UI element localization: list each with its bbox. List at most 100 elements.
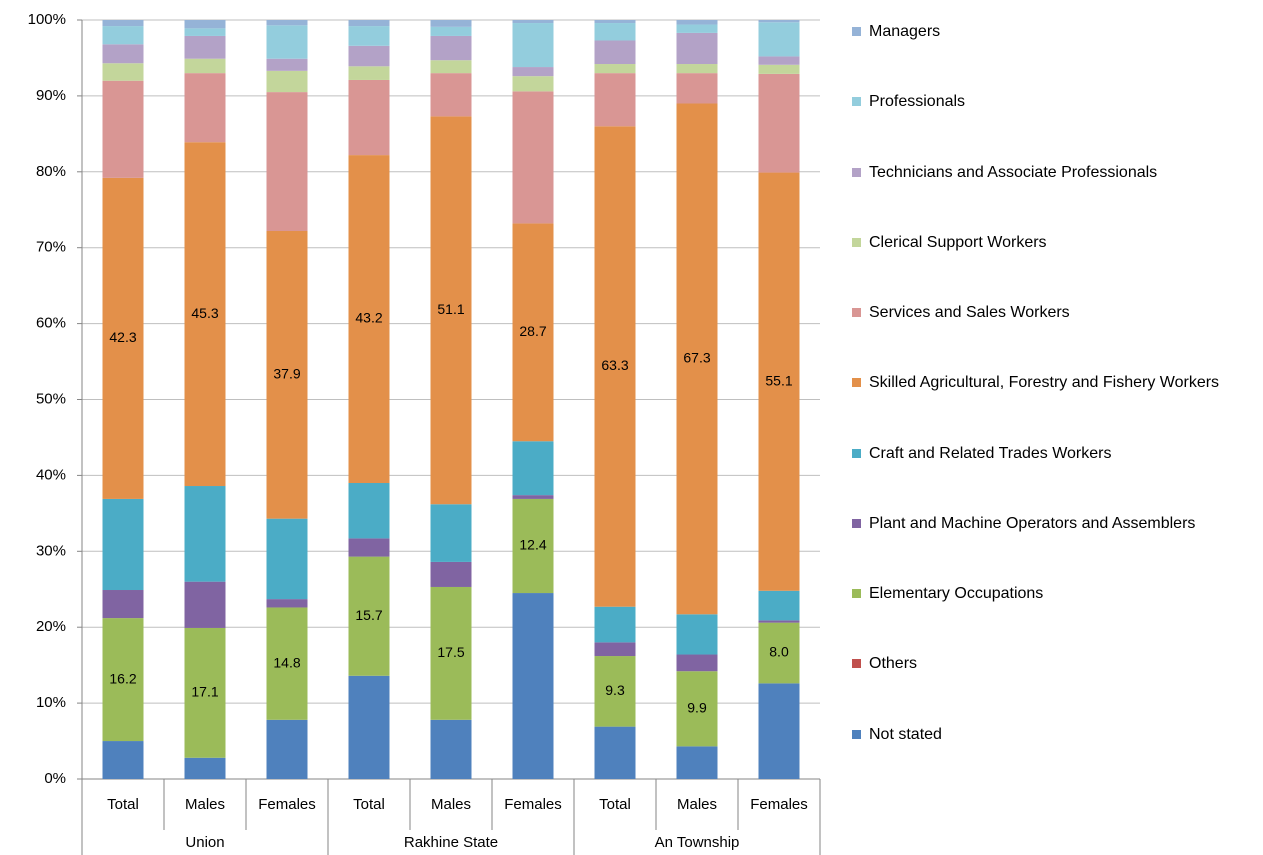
value-label: 14.8 [273,654,300,670]
legend-swatch [852,378,861,387]
y-tick-label: 90% [36,87,66,104]
y-tick-label: 10% [36,694,66,711]
legend-swatch [852,449,861,458]
legend-swatch [852,730,861,739]
bar-segment [184,486,226,582]
bar-segment [512,91,554,224]
bar-segment [348,20,390,27]
legend-label: Professionals [869,93,966,110]
legend-item: Skilled Agricultural, Forestry and Fishe… [852,373,1219,392]
group-label: Rakhine State [404,834,498,851]
bar-segment [430,60,472,74]
bar-segment [266,231,308,519]
legend-label: Technicians and Associate Professionals [869,164,1158,181]
bar-segment [184,627,226,758]
bar-segment [430,116,472,505]
bar-segment [184,757,226,779]
y-tick-label: 80% [36,163,66,180]
legend-swatch [852,519,861,528]
legend-label: Services and Sales Workers [869,304,1070,321]
bar-segment [512,498,554,594]
bar-segment [102,26,144,45]
legend-item: Not stated [852,725,942,744]
legend-swatch [852,168,861,177]
y-tick-label: 70% [36,239,66,256]
bar-segment [430,586,472,720]
value-label: 8.0 [769,644,789,660]
bar-segment [512,23,554,68]
bar-segment [348,675,390,779]
legend-swatch [852,589,861,598]
bar-segment [758,172,800,591]
legend-item: Craft and Related Trades Workers [852,444,1111,463]
bar-segment [266,70,308,93]
bar-segment [348,556,390,676]
bar-segment [348,66,390,80]
value-label: 55.1 [765,372,792,388]
legend-swatch [852,659,861,668]
value-label: 51.1 [437,301,464,317]
y-tick-label: 60% [36,315,66,332]
bar-segment [184,28,226,36]
y-tick-label: 20% [36,618,66,635]
x-tick-label: Males [431,796,471,813]
bar-segment [676,614,718,655]
bar-segment [348,482,390,539]
value-label: 67.3 [683,350,710,366]
x-tick-label: Males [185,796,225,813]
bar-segment [594,40,636,65]
bar-segment [348,155,390,483]
bar-segment [102,44,144,64]
x-tick-label: Females [258,796,316,813]
legend-label: Others [869,655,918,672]
bar-segment [594,20,636,24]
bar-segment [758,620,800,623]
bar-segment [676,32,718,65]
value-label: 15.7 [355,607,382,623]
bar-segment [184,35,226,59]
bar-segment [512,76,554,92]
bar-segment [512,495,554,499]
legend-label: Not stated [869,726,942,743]
bar-segment [512,441,554,496]
bar-segment [266,599,308,608]
bar-segment [102,80,144,178]
value-label: 45.3 [191,305,218,321]
bar-segment [430,20,472,27]
x-tick-label: Total [353,796,385,813]
bar-segment [184,142,226,487]
bar-segment [430,504,472,562]
x-tick-label: Males [677,796,717,813]
legend-swatch [852,97,861,106]
x-tick-label: Total [107,796,139,813]
bar-segment [102,20,144,27]
bar-segment [676,64,718,74]
legend-item: Professionals [852,92,965,111]
value-label: 12.4 [519,537,546,553]
bar-segment [594,126,636,607]
bar-segment [676,20,718,25]
bar-segment [102,618,144,742]
legend-swatch [852,308,861,317]
legend-label: Skilled Agricultural, Forestry and Fishe… [869,374,1220,391]
group-label: Union [185,834,224,851]
bar-segment [430,561,472,587]
x-tick-label: Total [599,796,631,813]
value-label: 16.2 [109,670,136,686]
bar-segment [102,177,144,499]
bar-segment [184,58,226,74]
y-tick-label: 30% [36,542,66,559]
legend-swatch [852,238,861,247]
bar-segment [348,26,390,46]
bar-segment [758,73,800,173]
value-label: 63.3 [601,357,628,373]
bar-segment [594,726,636,779]
y-tick-label: 40% [36,466,66,483]
group-label: An Township [655,834,740,851]
value-label: 9.3 [605,682,625,698]
bar-segment [184,20,226,29]
bar-segment [348,79,390,156]
value-label: 37.9 [273,366,300,382]
y-tick-label: 0% [44,770,66,787]
